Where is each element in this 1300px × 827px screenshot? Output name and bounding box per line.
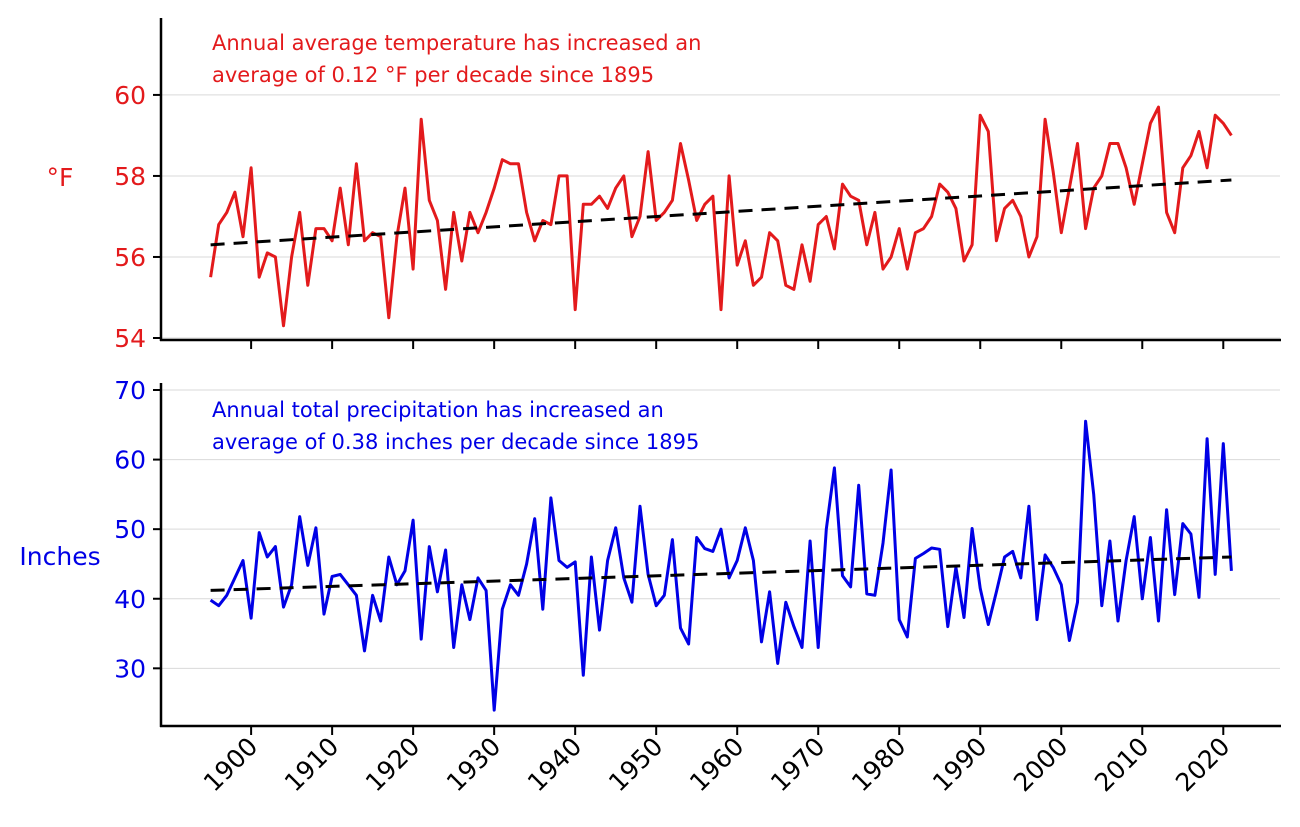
precipitation-annotation: Annual total precipitation has increased…: [212, 398, 699, 454]
precipitation-y-axis-label: Inches: [19, 542, 100, 571]
x-tick-label: 1980: [846, 732, 911, 797]
precipitation-y-tick-label: 70: [114, 376, 146, 405]
temperature-y-tick-label: 58: [114, 162, 146, 191]
x-tick-label: 1970: [765, 732, 830, 797]
temperature-trend-line: [210, 178, 1232, 247]
x-tick-label: 1950: [603, 732, 668, 797]
precipitation-y-tick-label: 40: [114, 585, 146, 614]
precipitation-trend-line: [210, 555, 1232, 592]
x-tick-label: 1900: [198, 732, 263, 797]
temperature-y-tick-labels: 54 56 58 60: [114, 81, 161, 353]
temperature-panel: 54 56 58 60 °F Annual average temperature h…: [47, 18, 1281, 353]
precipitation-panel: 30 40 50 60 70 Inches Annual total precipita…: [19, 376, 1281, 797]
precipitation-y-tick-label: 60: [114, 446, 146, 475]
temperature-annotation-line-2: average of 0.12 °F per decade since 1895: [212, 63, 654, 87]
temperature-series-line: [209, 105, 1233, 328]
temperature-y-axis-label: °F: [47, 163, 74, 192]
x-tick-label: 2010: [1089, 732, 1154, 797]
temperature-annotation: Annual average temperature has increased…: [212, 31, 701, 87]
x-tick-label: 1960: [684, 732, 749, 797]
temperature-annotation-line-1: Annual average temperature has increased…: [212, 31, 701, 55]
x-tick-label: 1940: [522, 732, 587, 797]
x-tick-label: 1920: [360, 732, 425, 797]
x-axis-tick-labels: 1900 1910 1920 1930 1940 1950 1960 1970 1980 1990…: [198, 732, 1236, 797]
precipitation-series-line: [209, 419, 1233, 712]
precipitation-y-tick-label: 50: [114, 515, 146, 544]
x-tick-label: 2020: [1170, 732, 1235, 797]
temperature-y-tick-label: 56: [114, 243, 146, 272]
temperature-gridlines: [162, 94, 1280, 339]
x-tick-label: 2000: [1008, 732, 1073, 797]
temperature-y-tick-label: 54: [114, 324, 146, 353]
x-tick-label: 1930: [441, 732, 506, 797]
temperature-x-ticks: [250, 340, 1225, 349]
x-tick-label: 1990: [927, 732, 992, 797]
precipitation-x-ticks: [250, 726, 1225, 735]
precipitation-annotation-line-1: Annual total precipitation has increased…: [212, 398, 664, 422]
precipitation-annotation-line-2: average of 0.38 inches per decade since …: [212, 430, 699, 454]
precipitation-y-tick-label: 30: [114, 654, 146, 683]
precipitation-y-tick-labels: 30 40 50 60 70: [114, 376, 161, 683]
x-tick-label: 1910: [279, 732, 344, 797]
temperature-y-tick-label: 60: [114, 81, 146, 110]
